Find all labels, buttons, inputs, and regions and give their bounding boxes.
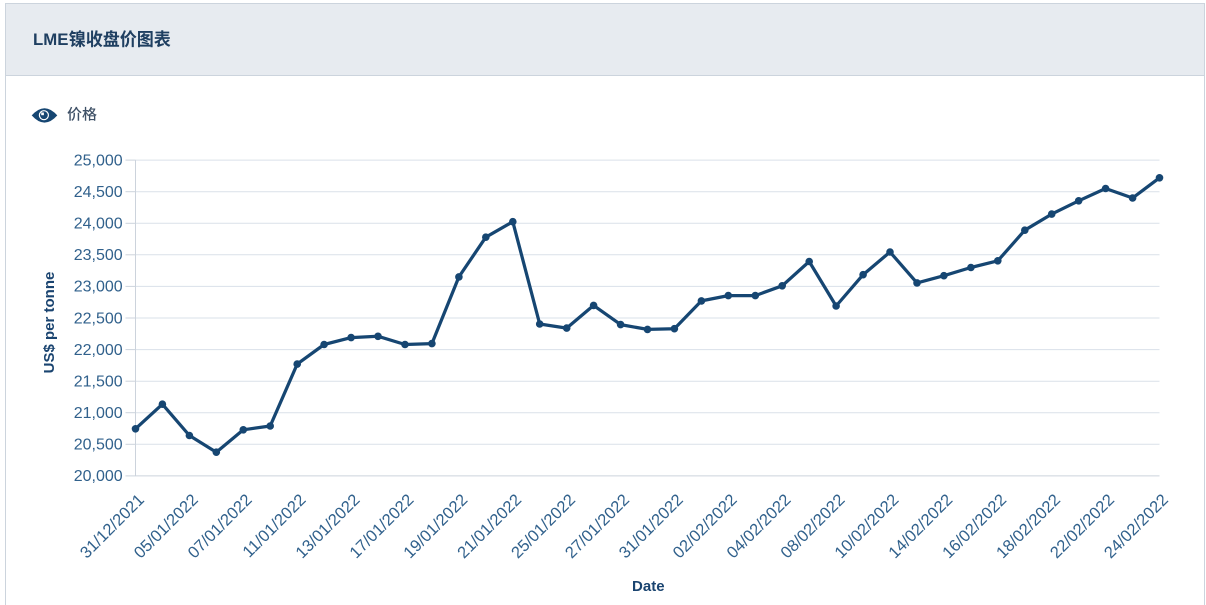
svg-text:21,000: 21,000: [74, 405, 123, 422]
svg-text:25,000: 25,000: [74, 152, 123, 169]
svg-text:22,500: 22,500: [74, 310, 123, 327]
svg-text:21,500: 21,500: [74, 374, 123, 391]
svg-text:24,500: 24,500: [74, 184, 123, 201]
svg-text:20,000: 20,000: [74, 468, 123, 485]
svg-text:24,000: 24,000: [74, 216, 123, 233]
svg-text:Date: Date: [632, 578, 665, 595]
svg-text:US$ per tonne: US$ per tonne: [41, 272, 58, 374]
svg-text:23,500: 23,500: [74, 247, 123, 264]
svg-text:22,000: 22,000: [74, 342, 123, 359]
svg-text:LME: LME: [33, 30, 68, 49]
svg-text:20,500: 20,500: [74, 437, 123, 454]
svg-text:23,000: 23,000: [74, 279, 123, 296]
